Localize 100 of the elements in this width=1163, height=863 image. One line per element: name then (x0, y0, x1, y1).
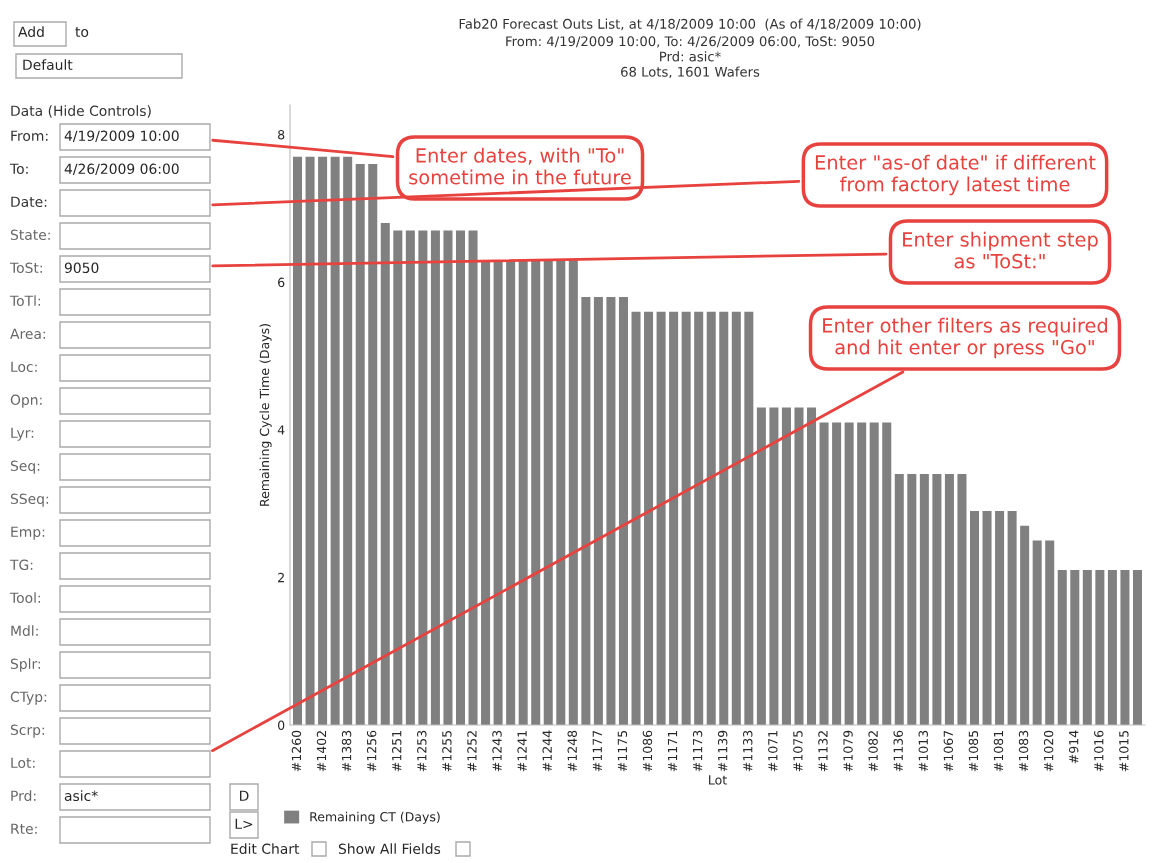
bar (556, 260, 566, 725)
bar (907, 474, 917, 725)
x-tick-label: #1171 (667, 731, 678, 772)
bar (894, 474, 904, 725)
x-tick-label: #1177 (592, 730, 602, 772)
x-tick-label: #1139 (717, 730, 728, 772)
text: Emp: (11, 526, 45, 540)
text: TG: (9, 559, 33, 571)
bar (531, 260, 541, 725)
bar (694, 311, 704, 725)
bar (756, 407, 766, 725)
x-tick-label: #1253 (417, 730, 427, 772)
text: Lot: (11, 757, 35, 769)
text: From: (11, 130, 48, 142)
x-tick-label: #1082 (868, 731, 878, 772)
x-tick-label: #1067 (943, 730, 954, 772)
bar (1120, 570, 1130, 725)
x-tick-label: #1133 (743, 730, 753, 772)
annotation: Enter shipment step as "ToSt:" (903, 231, 1098, 269)
bar (644, 311, 654, 725)
bar (518, 260, 528, 725)
text: To: (9, 163, 28, 175)
text: Rte: (11, 823, 37, 835)
x-tick-label: #1248 (567, 730, 577, 772)
text: Prd: (11, 790, 36, 802)
bar (581, 296, 591, 725)
x-tick-label: #1244 (542, 730, 552, 772)
x-tick-label: #1016 (1094, 730, 1104, 772)
text: CTyp: (10, 691, 47, 705)
text: Show All Fields (338, 843, 441, 855)
bar (568, 260, 578, 725)
bar (706, 311, 716, 725)
x-tick-label: #1020 (1043, 730, 1054, 772)
chart-title: Fab20 Forecast Outs List, at 4/18/2009 10:00 (As of 4/18/2009 10:00) (459, 18, 921, 31)
bar (343, 156, 353, 725)
text: Area: (10, 328, 46, 340)
x-tick-label: #914 (1068, 730, 1079, 764)
bar (443, 230, 453, 725)
bar (919, 474, 929, 725)
bar (455, 230, 466, 725)
x-tick-label: #1079 (843, 730, 853, 772)
bar (380, 223, 390, 725)
bar (318, 156, 328, 725)
text: 4/19/2009 10:00 (64, 130, 179, 143)
bar (481, 260, 491, 725)
text: Splr: (10, 658, 41, 672)
y-axis-title: Remaining Cycle Time (Days) (259, 324, 272, 506)
x-tick-label: #1255 (442, 730, 452, 772)
text: ToTl: (9, 295, 41, 307)
bar (869, 422, 879, 725)
bar (393, 230, 403, 725)
bar (1082, 570, 1092, 725)
bar (669, 311, 679, 725)
bar (368, 164, 378, 725)
bar (1020, 525, 1030, 725)
y-tick-label: 0 (278, 720, 285, 730)
x-tick-label: #1175 (617, 730, 628, 772)
bar (781, 407, 791, 725)
text: Opn: (10, 394, 42, 408)
x-tick-label: #1075 (793, 730, 803, 772)
x-tick-label: #1085 (968, 730, 979, 772)
bar (430, 230, 440, 725)
x-axis-title: Lot (709, 775, 727, 785)
x-tick-label: #1132 (818, 731, 828, 772)
bar (593, 296, 603, 725)
text: Default (23, 59, 73, 71)
x-tick-label: #1260 (291, 730, 302, 772)
x-tick-label: #1402 (316, 731, 327, 772)
bar (932, 474, 942, 725)
bar (819, 422, 829, 725)
bar (305, 156, 315, 725)
bar (807, 407, 817, 725)
y-tick-label: 4 (277, 425, 285, 435)
x-tick-label: #1086 (642, 730, 653, 772)
bar (719, 311, 729, 725)
bar (543, 260, 553, 725)
bar (468, 230, 478, 725)
x-tick-label: #1013 (918, 730, 928, 772)
bar (769, 407, 779, 725)
text: Data (Hide Controls) (11, 105, 151, 118)
bar (631, 311, 641, 725)
text: Scrp: (10, 724, 45, 738)
bar (832, 422, 842, 725)
text: Tool: (9, 592, 41, 604)
bar (330, 156, 340, 725)
bar (418, 230, 428, 725)
bar (618, 296, 628, 725)
x-tick-label: #1251 (391, 731, 402, 772)
bar (681, 311, 691, 725)
text: Mdl: (11, 625, 38, 637)
bar (355, 164, 365, 725)
bar (405, 230, 415, 725)
annotation: Enter dates, with "To" sometime in the future (409, 147, 631, 185)
annotation: Enter "as-of date" if different from factory latest time (815, 154, 1096, 196)
bar (1095, 570, 1105, 725)
legend-label: Remaining CT (Days) (310, 811, 440, 824)
bar (1107, 570, 1117, 725)
text: Seq: (10, 460, 40, 474)
x-tick-label: #1015 (1119, 730, 1129, 772)
text: D (240, 790, 249, 801)
